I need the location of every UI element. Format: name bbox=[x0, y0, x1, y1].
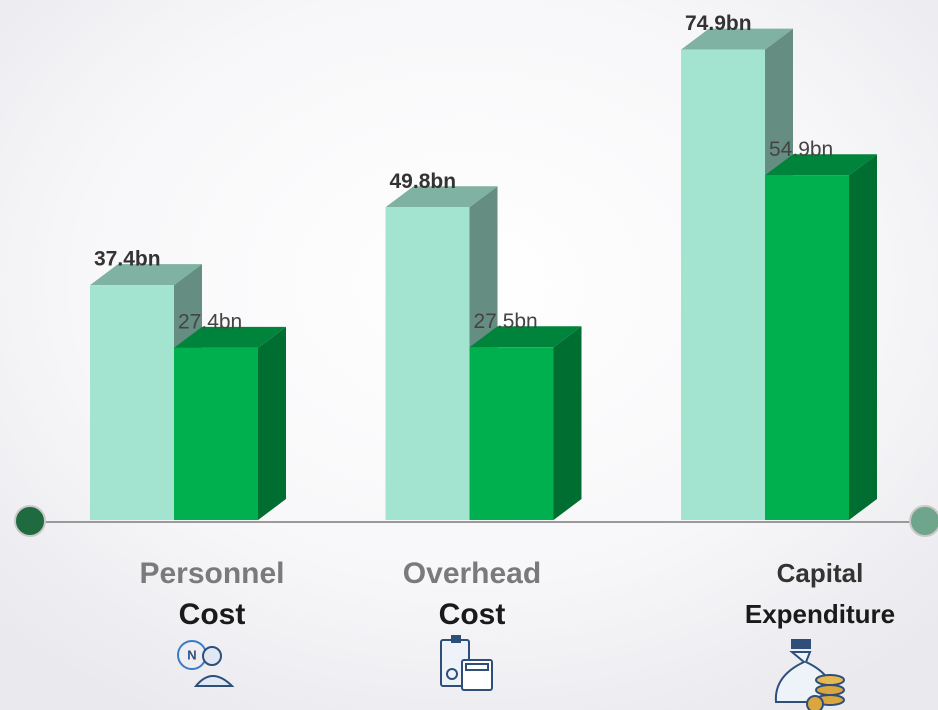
capital-icon bbox=[774, 639, 845, 710]
category-label-line2: Cost bbox=[179, 598, 246, 631]
bar-top bbox=[765, 154, 877, 176]
bar-front bbox=[385, 207, 470, 521]
bar-front bbox=[90, 285, 174, 520]
bar bbox=[385, 186, 498, 521]
category-label-line1: Overhead bbox=[403, 557, 541, 590]
bar-top bbox=[174, 326, 286, 348]
value-label: 27.5bn bbox=[474, 310, 538, 333]
bar bbox=[469, 326, 582, 520]
value-label: 54.9bn bbox=[769, 138, 833, 161]
value-label: 37.4bn bbox=[94, 248, 161, 271]
category-label-line2: Cost bbox=[439, 598, 506, 631]
category-label-line1: Capital bbox=[777, 558, 864, 588]
baseline-cap-left bbox=[14, 505, 46, 537]
baseline-cap-right bbox=[909, 505, 938, 537]
bar-top bbox=[681, 28, 793, 50]
bar bbox=[765, 154, 877, 520]
bar-front bbox=[681, 49, 765, 521]
value-label: 27.4bn bbox=[178, 310, 242, 333]
bars bbox=[90, 28, 877, 521]
bar-top bbox=[90, 264, 202, 286]
bar bbox=[174, 326, 286, 520]
category-label-line2: Expenditure bbox=[745, 599, 895, 629]
bar-front bbox=[469, 347, 554, 520]
personnel-icon: N bbox=[177, 640, 235, 687]
bar-top bbox=[469, 326, 582, 348]
value-label: 74.9bn bbox=[685, 12, 752, 35]
overhead-icon bbox=[440, 635, 493, 691]
bar-side bbox=[849, 154, 877, 520]
category-label-line1: Personnel bbox=[139, 557, 284, 590]
labels: 37.4bn 27.4bn Personnel Cost 49.8bn 27.5bn Ove… bbox=[94, 12, 895, 631]
bar-top bbox=[385, 186, 498, 208]
bar-side bbox=[258, 326, 286, 520]
bar-front bbox=[174, 347, 258, 520]
bar-front bbox=[765, 175, 849, 520]
value-label: 49.8bn bbox=[390, 170, 457, 193]
bar-side bbox=[553, 326, 582, 520]
svg-text:N: N bbox=[187, 647, 196, 662]
